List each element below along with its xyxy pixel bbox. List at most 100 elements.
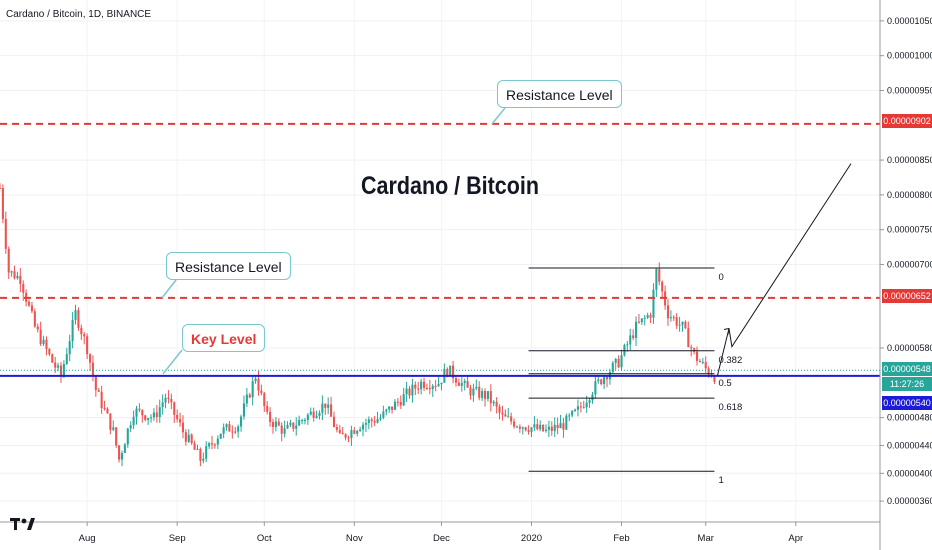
candle-body	[568, 415, 571, 417]
candle-body	[367, 419, 370, 424]
candle-body	[472, 388, 475, 396]
candle-body	[292, 422, 295, 429]
candle-body	[135, 408, 138, 417]
candle-body	[399, 401, 402, 406]
candle-body	[356, 431, 359, 434]
candle-body	[109, 413, 112, 430]
resistance-top-annotation[interactable]: Resistance Level	[497, 80, 622, 108]
candle-body	[417, 388, 420, 390]
candle-body	[524, 427, 527, 431]
candle-body	[280, 425, 283, 434]
candle-body	[707, 368, 710, 375]
candle-body	[248, 394, 251, 398]
candle-body	[196, 448, 199, 450]
candle-body	[164, 397, 167, 403]
candle-body	[483, 391, 487, 399]
candle-body	[408, 388, 411, 396]
candle-body	[306, 414, 309, 420]
candle-body	[30, 305, 33, 312]
candle-body	[120, 452, 124, 460]
fibonacci-retracement: 0 0.382 0.5 0.618 1	[528, 267, 742, 486]
candle-body	[643, 317, 646, 319]
candle-body	[341, 432, 344, 435]
candle-body	[242, 403, 246, 417]
resistance-mid-price-tag: 0.00000652	[882, 289, 932, 303]
candle-body	[559, 423, 562, 429]
candle-body	[379, 417, 382, 420]
key-level-annotation[interactable]: Key Level	[182, 324, 266, 352]
candle-body	[396, 401, 399, 403]
y-tick-label: 0.00001050	[887, 16, 932, 26]
candle-body	[103, 408, 106, 410]
candle-body	[27, 301, 31, 306]
candle-body	[527, 430, 530, 432]
candle-body	[184, 432, 187, 442]
candle-body	[251, 381, 254, 398]
y-tick-label: 0.00000850	[887, 155, 932, 165]
candle-body	[460, 382, 463, 386]
candle-body	[533, 424, 536, 428]
candle-body	[152, 412, 155, 418]
fib-level-label: 0	[718, 272, 723, 283]
x-tick-label: Feb	[613, 533, 629, 544]
candle-body	[373, 421, 376, 423]
candle-body	[495, 401, 498, 407]
candle-body	[469, 387, 472, 396]
candle-body	[231, 431, 234, 433]
candle-body	[454, 378, 458, 383]
candle-body	[327, 404, 330, 408]
candle-body	[240, 416, 243, 427]
projection-arrowhead	[723, 327, 730, 335]
candle-body	[437, 384, 440, 387]
fib-level-label: 0.618	[718, 402, 742, 413]
candle-body	[571, 410, 574, 416]
projection-path	[716, 163, 852, 376]
candle-body	[71, 319, 74, 342]
x-tick-label: Dec	[433, 533, 450, 544]
candle-body	[283, 428, 286, 434]
candle-body	[547, 426, 550, 430]
candle-body	[391, 406, 394, 410]
candle-body	[510, 416, 513, 422]
candle-body	[126, 428, 129, 445]
candle-body	[216, 438, 219, 445]
candle-body	[115, 427, 118, 446]
candle-body	[420, 381, 423, 390]
candle-body	[254, 378, 257, 382]
resistance-mid-annotation[interactable]: Resistance Level	[166, 252, 291, 280]
candle-body	[179, 419, 182, 423]
y-tick-label: 0.00000580	[887, 343, 932, 353]
candle-body	[603, 377, 606, 385]
candle-body	[237, 426, 240, 432]
chart-grid	[0, 0, 880, 522]
candle-body	[614, 358, 617, 363]
candle-body	[22, 284, 25, 293]
candle-body	[170, 398, 173, 403]
candle-body	[118, 445, 121, 460]
x-tick-label: Nov	[346, 533, 363, 544]
candle-body	[405, 388, 408, 395]
candle-body	[167, 397, 170, 399]
candle-body	[361, 424, 365, 430]
candle-body	[504, 414, 507, 417]
candle-body	[393, 401, 397, 410]
candle-body	[106, 408, 109, 414]
candle-body	[539, 424, 542, 430]
x-tick-label: Aug	[79, 533, 96, 544]
candle-body	[213, 444, 216, 446]
candle-body	[684, 321, 687, 329]
candle-body	[138, 408, 141, 410]
y-tick-label: 0.00000480	[887, 413, 932, 423]
candle-body	[594, 381, 597, 395]
candle-body	[466, 381, 469, 388]
candle-body	[330, 404, 333, 417]
key-level-price-tag: 0.00000540	[882, 396, 932, 410]
candle-body	[576, 406, 579, 410]
y-tick-label: 0.00001000	[887, 51, 932, 61]
candle-body	[176, 414, 179, 420]
candle-body	[205, 446, 208, 459]
candle-body	[88, 354, 92, 363]
candle-body	[513, 421, 516, 427]
candle-body	[16, 275, 19, 279]
candle-body	[388, 406, 391, 410]
